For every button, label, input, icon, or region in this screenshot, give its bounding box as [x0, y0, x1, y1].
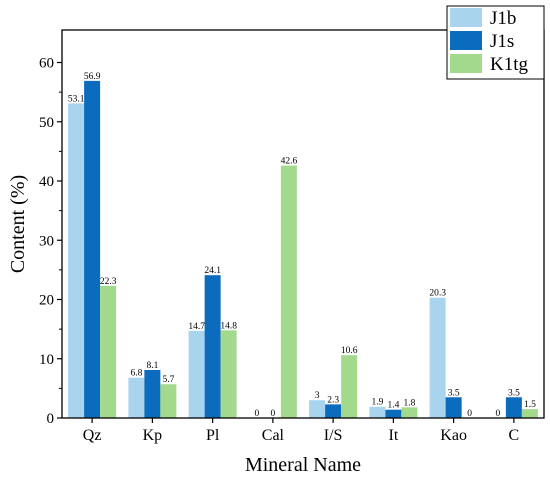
bar-k1tg-qz — [100, 285, 117, 418]
bars — [68, 80, 538, 419]
y-axis-title: Content (%) — [7, 175, 29, 273]
x-tick-label: Pl — [206, 427, 220, 444]
data-label-k1tg-pl: 14.8 — [220, 321, 237, 331]
x-axis-ticks: Qz Kp Pl Cal I/S It Kao C — [83, 418, 519, 444]
x-tick-label: Cal — [262, 427, 285, 444]
bar-j1s-kao — [445, 397, 462, 418]
bar-j1b-pl — [188, 330, 205, 418]
data-label-k1tg-cal: 42.6 — [281, 157, 298, 167]
data-label-k1tg-c: 1.5 — [524, 400, 536, 410]
bar-k1tg-pl — [220, 330, 237, 418]
data-label-j1b-kp: 6.8 — [130, 369, 142, 379]
bar-k1tg-it — [401, 407, 418, 418]
x-axis-title: Mineral Name — [245, 454, 361, 476]
bar-j1s-it — [385, 409, 402, 418]
bar-j1s-kp — [144, 370, 161, 418]
bar-j1b-it — [369, 406, 386, 418]
data-label-k1tg-qz: 22.3 — [100, 277, 117, 287]
data-label-k1tg-is: 10.6 — [341, 346, 358, 356]
axes — [61, 29, 545, 419]
y-tick-label: 20 — [39, 293, 54, 309]
data-label-j1b-is: 3 — [315, 391, 320, 401]
legend-label-j1s: J1s — [490, 31, 514, 52]
y-tick-label: 60 — [39, 56, 54, 72]
bar-j1b-is — [309, 400, 326, 418]
y-tick-label: 50 — [39, 115, 54, 131]
data-label-j1s-pl: 24.1 — [204, 266, 221, 276]
x-tick-label: It — [388, 427, 398, 444]
data-label-j1b-qz: 53.1 — [68, 94, 85, 104]
data-label-k1tg-kao: 0 — [467, 409, 472, 419]
data-label-j1s-kao: 3.5 — [448, 388, 460, 398]
bar-k1tg-c — [521, 409, 538, 418]
bar-j1s-pl — [204, 275, 221, 418]
data-label-j1s-kp: 8.1 — [146, 361, 158, 371]
y-tick-label: 10 — [39, 352, 54, 368]
data-label-j1b-it: 1.9 — [371, 398, 383, 408]
bar-j1s-c — [505, 397, 522, 418]
bar-k1tg-cal — [280, 165, 297, 418]
legend-swatch-j1s — [450, 31, 482, 50]
legend-label-k1tg: K1tg — [490, 54, 529, 75]
bar-k1tg-kp — [160, 384, 177, 418]
data-label-j1b-pl: 14.7 — [188, 322, 205, 332]
data-label-j1s-qz: 56.9 — [84, 72, 101, 82]
bar-j1b-kp — [128, 377, 145, 418]
plot-frame — [61, 29, 545, 419]
x-tick-label: Kao — [440, 427, 467, 444]
legend-swatch-j1b — [450, 8, 482, 27]
x-tick-label: Kp — [143, 427, 163, 444]
legend-swatch-k1tg — [450, 54, 482, 73]
y-axis-ticks: 0 10 20 30 40 50 60 — [39, 56, 62, 427]
data-label-j1s-cal: 0 — [271, 409, 276, 419]
x-tick-label: C — [509, 427, 520, 444]
bar-j1b-kao — [429, 297, 446, 418]
y-tick-label: 30 — [39, 233, 54, 249]
bar-j1s-is — [325, 404, 342, 418]
legend-label-j1b: J1b — [490, 8, 516, 29]
x-tick-label: Qz — [83, 427, 102, 444]
data-label-j1b-c: 0 — [496, 409, 501, 419]
data-label-k1tg-kp: 5.7 — [162, 375, 174, 385]
bar-k1tg-is — [341, 355, 358, 418]
data-label-j1b-kao: 20.3 — [429, 289, 446, 299]
data-label-j1s-is: 2.3 — [327, 395, 339, 405]
data-label-j1s-it: 1.4 — [387, 401, 399, 411]
data-label-j1b-cal: 0 — [255, 409, 260, 419]
x-tick-label: I/S — [324, 427, 343, 444]
y-tick-label: 40 — [39, 174, 54, 190]
bar-j1b-qz — [68, 103, 85, 418]
data-label-k1tg-it: 1.8 — [403, 398, 415, 408]
bar-j1s-qz — [84, 80, 101, 419]
data-label-j1s-c: 3.5 — [508, 388, 520, 398]
data-labels: 53.1 56.9 22.3 6.8 8.1 5.7 14.7 24.1 14.8 0 0 42.6 3… — [68, 72, 536, 419]
y-tick-label: 0 — [47, 411, 55, 427]
